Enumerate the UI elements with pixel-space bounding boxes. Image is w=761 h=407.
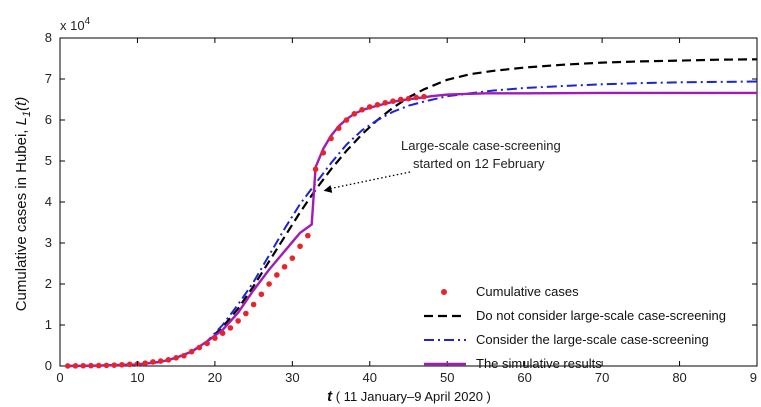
data-point: [196, 344, 203, 351]
y-axis-title: Cumulative cases in Hubei, L1(t): [13, 97, 33, 312]
y-exponent-power: 4: [85, 16, 91, 27]
y-tick-label: 8: [45, 30, 52, 45]
x-tick-label: 60: [517, 370, 531, 385]
legend-swatch: [441, 289, 447, 295]
y-axis-title-arg: (t): [13, 97, 30, 111]
data-point: [212, 335, 218, 341]
data-point: [351, 111, 358, 117]
data-point: [328, 135, 334, 142]
y-axis-title-sub: 1: [21, 111, 33, 117]
annotation-line-1: Large-scale case-screening: [401, 138, 561, 153]
y-tick-label: 7: [45, 71, 52, 86]
data-point: [157, 358, 164, 364]
data-point: [336, 125, 342, 131]
data-point: [289, 255, 296, 261]
data-point: [188, 348, 195, 355]
data-point: [88, 362, 94, 369]
data-point: [119, 361, 125, 368]
data-point: [111, 362, 118, 368]
data-point: [173, 355, 179, 361]
legend-label: Consider the large-scale case-screening: [476, 332, 709, 347]
legend-entry: Do not consider large-scale case-screeni…: [424, 308, 726, 323]
data-point: [320, 150, 327, 156]
data-point: [374, 102, 381, 108]
series-line-solid: [67, 91, 757, 368]
y-tick-label: 5: [45, 153, 52, 168]
data-point: [390, 98, 396, 104]
y-tick-label: 4: [45, 194, 52, 209]
y-tick-label: 2: [45, 276, 52, 291]
data-point: [219, 330, 226, 337]
data-point: [343, 117, 350, 123]
data-point: [103, 362, 110, 369]
x-tick-label: 50: [440, 370, 454, 385]
series-line-dashed: [67, 58, 758, 368]
data-point: [181, 352, 187, 359]
data-point: [165, 357, 172, 363]
data-point: [150, 359, 156, 365]
annotation-arrowhead: [323, 185, 333, 193]
data-point: [243, 310, 249, 317]
y-axis-title-main: Cumulative cases in Hubei,: [13, 125, 30, 311]
series-cumulative-cases: [64, 93, 427, 369]
legend: Cumulative cases Do not consider large-sc…: [424, 284, 726, 371]
x-tick-label: 30: [285, 370, 299, 385]
data-point: [142, 360, 148, 366]
data-point: [297, 243, 303, 250]
x-tick-label: 10: [130, 370, 144, 385]
x-tick-label: 0: [56, 370, 63, 385]
data-point: [64, 363, 71, 369]
annotation: Large-scale case-screening started on 12…: [323, 138, 561, 193]
data-point: [382, 99, 389, 106]
data-point: [266, 281, 272, 287]
legend-label: Do not consider large-scale case-screeni…: [476, 308, 726, 323]
legend-entry: The simulative results: [424, 356, 602, 371]
annotation-leader-line: [329, 171, 411, 190]
data-point: [126, 361, 133, 368]
x-axis-title-rest: ( 11 January–9 April 2020 ): [332, 389, 491, 404]
x-tick-label: 20: [208, 370, 222, 385]
data-point: [305, 232, 311, 239]
data-point: [204, 340, 210, 347]
data-point: [227, 325, 234, 331]
data-point: [235, 318, 241, 324]
legend-label: Cumulative cases: [476, 284, 579, 299]
y-exponent-base: x 10: [60, 18, 85, 33]
data-point: [397, 96, 404, 103]
series-layer: [64, 58, 758, 369]
data-point: [250, 301, 257, 308]
legend-entry: Consider the large-scale case-screening: [424, 332, 709, 347]
x-axis-title-var: t: [327, 388, 333, 405]
y-axis-title-var: L: [13, 117, 30, 125]
data-point: [421, 93, 427, 100]
legend-entry: Cumulative cases: [441, 284, 579, 299]
y-tick-label: 3: [45, 235, 52, 250]
x-tick-label: 70: [595, 370, 609, 385]
data-point: [405, 95, 412, 102]
y-tick-label: 0: [45, 358, 52, 373]
x-axis-title: t ( 11 January–9 April 2020 ): [327, 388, 491, 405]
y-tick-label: 1: [45, 317, 52, 332]
data-point: [413, 94, 420, 101]
y-exponent-label: x 104: [60, 16, 91, 33]
data-point: [359, 106, 365, 113]
y-tick-label: 6: [45, 112, 52, 127]
data-point: [95, 362, 102, 369]
data-point: [258, 291, 265, 298]
x-tick-label: 80: [672, 370, 686, 385]
annotation-line-2: started on 12 February: [413, 156, 545, 171]
x-tick-label: 9: [750, 370, 757, 385]
legend-label: The simulative results: [476, 356, 602, 371]
data-point: [80, 362, 87, 369]
data-point: [274, 272, 280, 278]
data-point: [366, 104, 373, 110]
data-point: [72, 363, 79, 369]
data-point: [281, 263, 288, 270]
data-point: [312, 166, 319, 172]
x-tick-label: 40: [363, 370, 377, 385]
